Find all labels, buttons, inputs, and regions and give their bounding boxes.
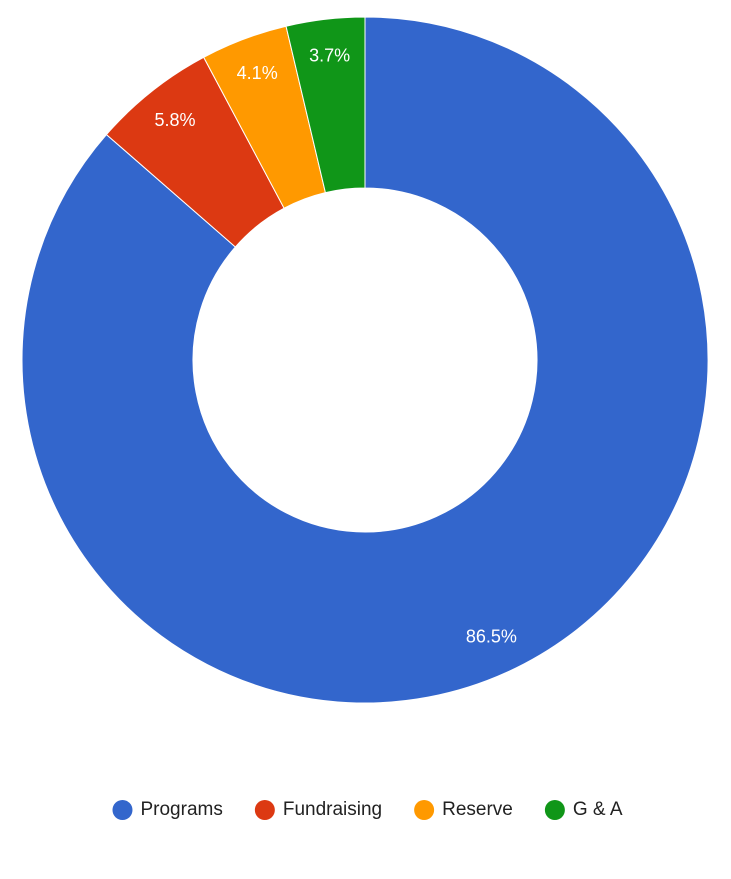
legend-label: Programs: [140, 799, 222, 820]
value-label: 3.7%: [309, 46, 350, 66]
donut-slice: [285, 16, 366, 194]
legend-marker: [254, 800, 275, 820]
legend-label: Reserve: [442, 799, 513, 820]
legend-marker: [112, 800, 133, 820]
legend-marker: [544, 800, 565, 820]
value-label: 4.1%: [237, 63, 278, 83]
legend-marker: [414, 800, 435, 820]
value-label: 86.5%: [466, 627, 517, 647]
legend-label: G & A: [573, 799, 623, 820]
legend: Programs Fundraising Reserve G & A: [112, 799, 623, 820]
legend-label: Fundraising: [283, 799, 382, 820]
donut-slice: [21, 16, 709, 704]
value-label: 5.8%: [155, 110, 196, 130]
